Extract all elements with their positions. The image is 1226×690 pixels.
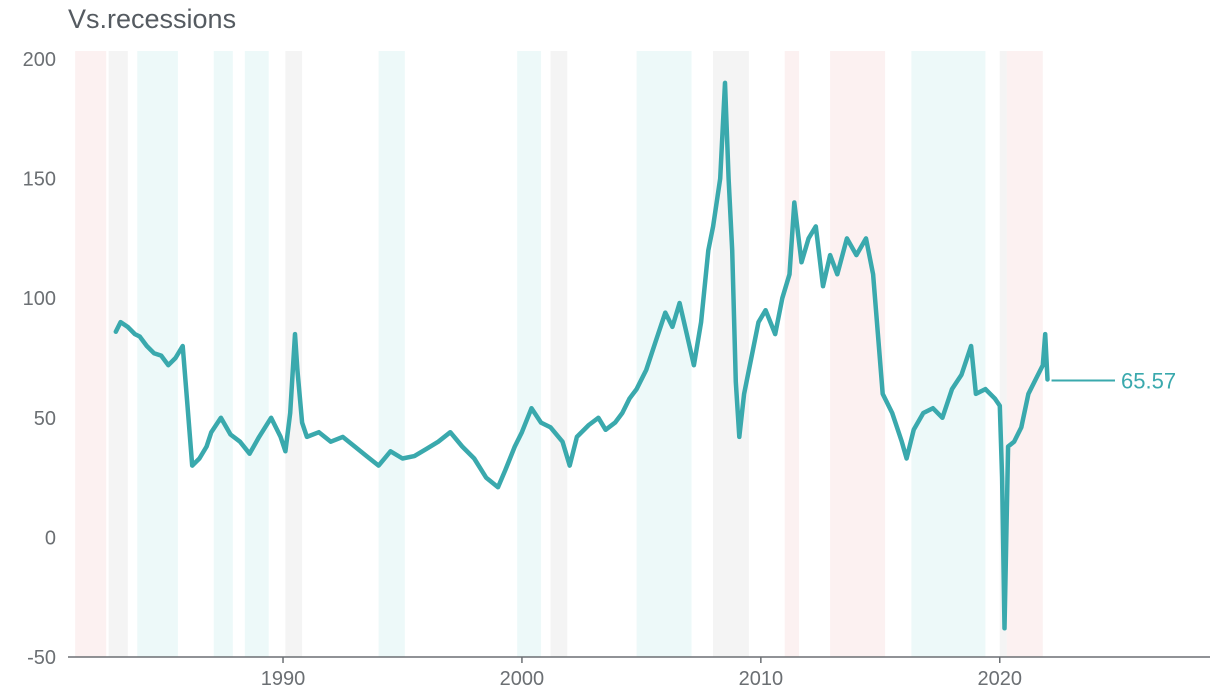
recession-band	[911, 51, 986, 657]
x-tick-label: 2000	[500, 668, 545, 690]
x-tick-label: 2010	[739, 668, 784, 690]
recession-band	[636, 51, 692, 657]
recession-band	[244, 51, 269, 657]
y-tick-label: 100	[23, 288, 56, 310]
recession-band	[1006, 51, 1043, 657]
recession-band	[378, 51, 405, 657]
y-tick-label: 200	[23, 49, 56, 71]
y-axis-ticks: -50 0 50 100 150 200	[23, 49, 56, 669]
recession-band	[784, 51, 800, 657]
recession-band	[550, 51, 568, 657]
y-tick-label: 0	[45, 527, 56, 549]
y-tick-label: 150	[23, 169, 56, 191]
x-axis-ticks: 1990 2000 2010 2020	[261, 657, 1022, 690]
recession-band	[213, 51, 233, 657]
recession-band	[75, 51, 107, 657]
y-tick-label: -50	[27, 647, 56, 669]
price-series-line	[113, 80, 1050, 631]
recession-band	[830, 51, 886, 657]
x-tick-label: 1990	[261, 668, 306, 690]
y-tick-label: 50	[34, 408, 56, 430]
end-value-label: 65.57	[1121, 369, 1176, 394]
recession-band	[517, 51, 542, 657]
recession-band	[108, 51, 128, 657]
x-tick-label: 2020	[978, 668, 1023, 690]
recession-bands	[75, 51, 1043, 657]
recession-band	[713, 51, 749, 657]
chart-title: Vs.recessions	[68, 4, 237, 34]
recession-band	[999, 51, 1007, 657]
